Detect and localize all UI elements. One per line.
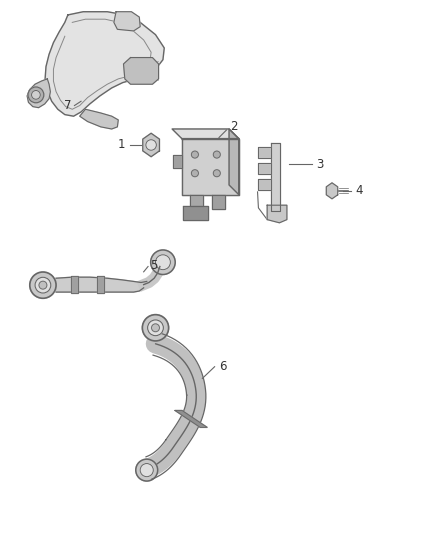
Polygon shape: [173, 155, 182, 168]
Polygon shape: [212, 195, 225, 209]
Text: 3: 3: [316, 158, 323, 171]
Polygon shape: [175, 410, 207, 427]
Circle shape: [213, 169, 220, 177]
Polygon shape: [190, 195, 203, 206]
Polygon shape: [114, 12, 140, 31]
Polygon shape: [97, 276, 104, 293]
Polygon shape: [172, 129, 239, 139]
Circle shape: [148, 320, 163, 336]
Polygon shape: [80, 109, 118, 129]
Polygon shape: [183, 206, 208, 220]
Circle shape: [146, 140, 156, 150]
Polygon shape: [326, 183, 338, 199]
Circle shape: [35, 277, 51, 293]
Polygon shape: [143, 133, 159, 157]
Circle shape: [140, 464, 153, 477]
Polygon shape: [258, 179, 271, 190]
Circle shape: [30, 272, 56, 298]
Circle shape: [213, 151, 220, 158]
Text: 7: 7: [64, 99, 72, 112]
Circle shape: [32, 91, 40, 99]
Circle shape: [191, 151, 198, 158]
Text: 2: 2: [230, 120, 238, 133]
Polygon shape: [182, 139, 239, 195]
Text: 6: 6: [219, 360, 226, 373]
Polygon shape: [45, 12, 164, 116]
Polygon shape: [71, 276, 78, 293]
Text: 5: 5: [151, 259, 158, 272]
Circle shape: [39, 281, 47, 289]
Text: 1: 1: [118, 139, 126, 151]
Circle shape: [151, 250, 175, 274]
Circle shape: [191, 169, 198, 177]
Polygon shape: [229, 129, 239, 195]
Polygon shape: [56, 277, 147, 292]
Circle shape: [152, 324, 159, 332]
Circle shape: [136, 459, 158, 481]
Polygon shape: [258, 163, 271, 174]
Polygon shape: [271, 143, 280, 211]
Polygon shape: [124, 58, 159, 84]
Polygon shape: [267, 205, 287, 223]
Circle shape: [142, 314, 169, 341]
Polygon shape: [27, 79, 50, 108]
Polygon shape: [258, 147, 271, 158]
Circle shape: [155, 255, 170, 270]
Text: 4: 4: [355, 184, 363, 197]
Circle shape: [28, 87, 44, 103]
